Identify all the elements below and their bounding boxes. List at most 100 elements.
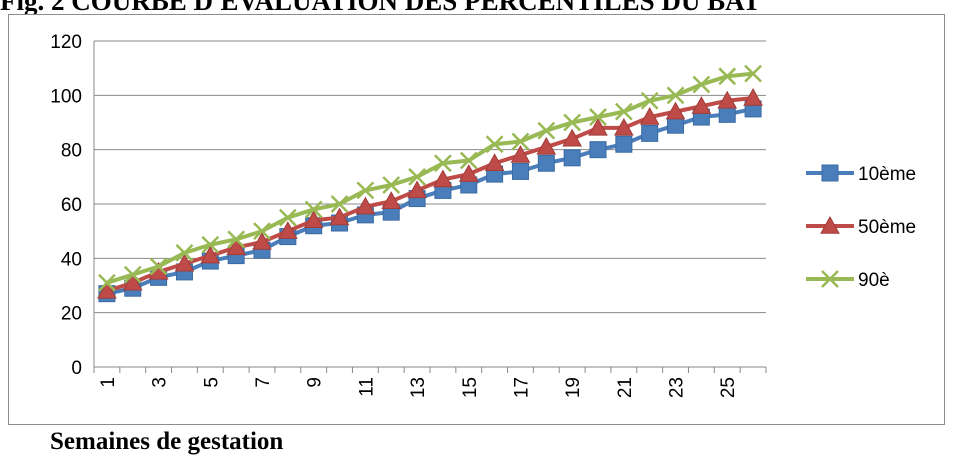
marker-stroke (356, 181, 375, 200)
legend-label: 10ème (858, 164, 916, 185)
marker-stroke (201, 235, 220, 254)
y-tick-label: 80 (61, 141, 82, 162)
data-point (122, 272, 143, 291)
data-point (743, 88, 763, 106)
data-point (329, 207, 350, 226)
y-tick-label: 60 (61, 195, 82, 216)
marker-stroke (640, 91, 659, 110)
x-tick-label: 7 (253, 377, 274, 388)
data-point (691, 96, 712, 114)
y-tick-label: 100 (50, 86, 82, 107)
data-point (589, 108, 607, 126)
marker-stroke (614, 102, 633, 121)
data-point (485, 135, 504, 154)
y-tick-label: 40 (61, 249, 82, 270)
gridlines (94, 40, 766, 314)
marker-stroke (278, 208, 297, 227)
x-tick-label: 23 (667, 377, 688, 398)
data-point (510, 145, 531, 163)
series-2 (97, 88, 763, 299)
marker-stroke (589, 108, 607, 126)
x-axis-caption: Semaines de gestation (50, 428, 284, 455)
data-point (639, 107, 660, 125)
data-point (459, 151, 478, 170)
marker-stroke (304, 200, 323, 219)
data-point (718, 105, 736, 123)
data-point (563, 113, 582, 132)
legend-label: 50ème (858, 217, 916, 238)
data-point (433, 169, 453, 188)
data-point (537, 121, 556, 140)
marker-stroke (563, 113, 582, 132)
data-point (484, 153, 505, 171)
legend-item: 10ème (806, 164, 916, 185)
data-point (666, 86, 685, 105)
data-point (201, 235, 220, 254)
marker-stroke (382, 176, 401, 194)
x-tick-label: 9 (305, 377, 326, 388)
data-point (589, 141, 607, 159)
data-point (330, 195, 349, 213)
marker-stroke (330, 195, 349, 213)
data-point (458, 164, 479, 182)
x-tick-label: 11 (356, 377, 377, 397)
data-point (355, 196, 376, 215)
legend: 10ème 50ème 90è (806, 164, 916, 291)
data-point (562, 128, 583, 147)
data-point (277, 221, 298, 239)
series-1 (98, 100, 762, 303)
data-point (641, 124, 659, 142)
data-point (563, 149, 581, 167)
data-point (98, 273, 116, 292)
marker-stroke (821, 270, 839, 288)
marker-stroke (253, 222, 271, 241)
legend-marker (821, 270, 839, 288)
marker-stroke (123, 265, 142, 284)
data-point (511, 132, 530, 151)
data-point (174, 253, 195, 272)
data-point (536, 136, 557, 155)
marker-stroke (718, 67, 737, 86)
x-tick-label: 3 (150, 377, 171, 388)
series-line (106, 71, 754, 285)
legend-item: 90è (806, 270, 890, 291)
marker-stroke (408, 167, 426, 186)
series-3 (98, 64, 762, 292)
marker-stroke (537, 121, 556, 140)
data-point (97, 280, 117, 299)
marker-stroke (98, 273, 116, 292)
data-point (123, 265, 142, 284)
data-point (381, 191, 402, 209)
data-point (200, 245, 221, 264)
data-point (253, 222, 271, 241)
marker-stroke (744, 64, 762, 83)
data-point (744, 64, 762, 83)
data-point (718, 67, 737, 86)
data-point (304, 200, 323, 219)
x-tick-label: 5 (201, 377, 222, 388)
marker-stroke (511, 132, 530, 151)
legend-marker (821, 164, 839, 182)
legend-label: 90è (858, 270, 890, 291)
x-tick-label: 21 (615, 377, 636, 398)
marker-stroke (692, 75, 711, 94)
marker-stroke (175, 244, 194, 262)
data-point (226, 237, 247, 256)
x-tick-label: 17 (511, 377, 532, 398)
data-point (588, 117, 608, 136)
data-point (640, 91, 659, 110)
marker-stroke (459, 151, 478, 170)
data-point (356, 181, 375, 200)
data-point (407, 180, 427, 199)
y-tick-label: 20 (61, 304, 82, 325)
marker-stroke (434, 154, 452, 173)
y-tick-label: 120 (50, 32, 82, 53)
data-point (252, 232, 272, 250)
x-tick-label: 13 (408, 377, 429, 398)
data-point (614, 102, 633, 121)
data-point (278, 208, 297, 227)
series-group (97, 64, 763, 303)
data-point (613, 117, 634, 136)
y-tick-label: 0 (71, 358, 82, 379)
